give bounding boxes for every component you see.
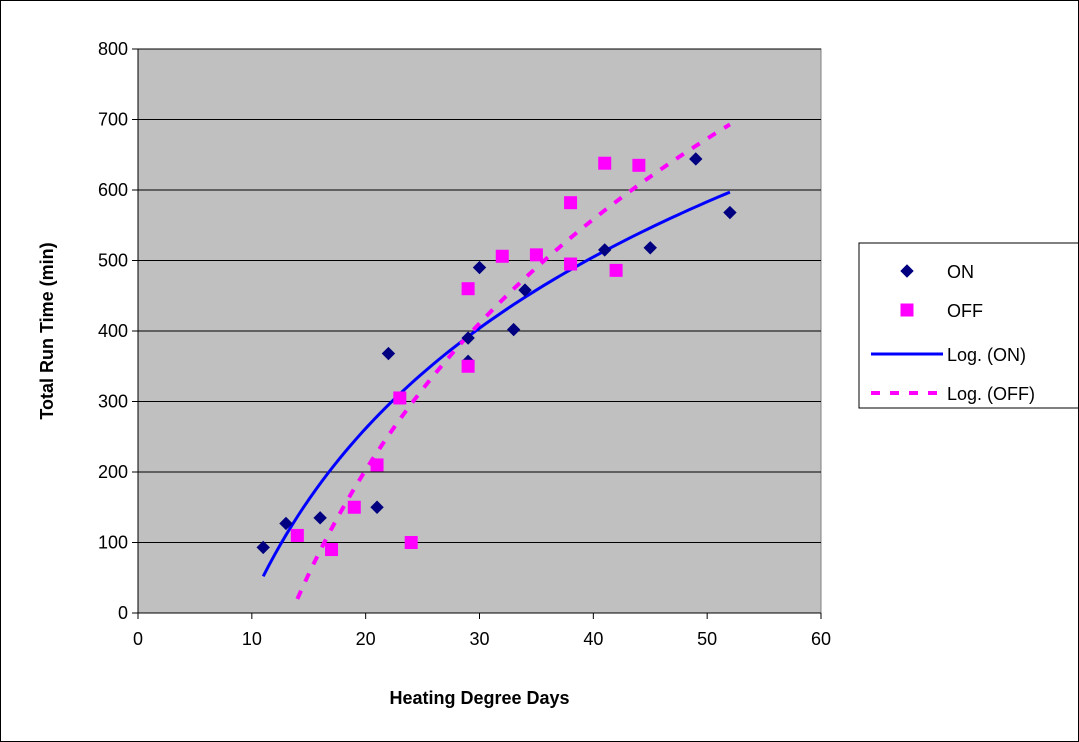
x-tick-label: 60 — [811, 629, 831, 649]
legend-swatch-off — [900, 303, 914, 317]
y-tick-label: 0 — [118, 603, 128, 623]
marker-off — [564, 257, 578, 271]
marker-off — [404, 536, 418, 549]
marker-on — [256, 540, 270, 555]
y-tick-label: 100 — [98, 533, 128, 553]
marker-off — [370, 458, 384, 472]
trendline-log-on — [261, 190, 731, 578]
marker-off — [609, 263, 623, 277]
y-tick-label: 800 — [98, 39, 128, 59]
x-tick-label: 0 — [133, 629, 143, 649]
x-tick-label: 20 — [356, 629, 376, 649]
y-tick-label: 500 — [98, 251, 128, 271]
marker-off — [347, 500, 361, 514]
legend-label: Log. (OFF) — [947, 384, 1035, 404]
legend-label: OFF — [947, 301, 983, 321]
x-tick-label: 40 — [583, 629, 603, 649]
x-tick-label: 10 — [242, 629, 262, 649]
marker-off — [529, 248, 543, 262]
marker-off — [290, 528, 304, 542]
legend-label: Log. (ON) — [947, 345, 1026, 365]
marker-off — [564, 196, 578, 210]
x-tick-labels: 0 10 20 30 40 50 60 — [133, 629, 831, 649]
y-tick-label: 300 — [98, 392, 128, 412]
y-tick-label: 200 — [98, 462, 128, 482]
marker-on — [506, 322, 521, 337]
data-markers — [256, 152, 737, 557]
gridlines — [138, 48, 821, 543]
marker-off — [495, 249, 509, 263]
trendlines — [261, 122, 731, 600]
marker-on — [381, 346, 396, 361]
legend: ON OFF Log. (ON) Log. (OFF) — [858, 242, 1078, 409]
x-axis-title: Heating Degree Days — [389, 688, 569, 708]
marker-on — [689, 152, 703, 166]
marker-off — [632, 158, 646, 172]
marker-off — [598, 156, 612, 170]
marker-on — [518, 283, 532, 297]
marker-on — [461, 331, 475, 345]
legend-swatch-on — [900, 264, 914, 278]
axes — [132, 48, 822, 619]
legend-box — [858, 242, 1078, 409]
x-tick-label: 30 — [469, 629, 489, 649]
y-tick-label: 600 — [98, 180, 128, 200]
marker-on — [313, 511, 327, 525]
y-tick-labels: 0 100 200 300 400 500 600 700 800 — [98, 39, 128, 623]
marker-on — [643, 241, 657, 255]
y-tick-label: 400 — [98, 321, 128, 341]
marker-on — [370, 500, 384, 514]
marker-on — [472, 260, 487, 275]
y-axis-title: Total Run Time (min) — [37, 242, 57, 419]
trendline-log-off — [295, 122, 731, 600]
x-tick-label: 50 — [697, 629, 717, 649]
marker-on — [598, 243, 612, 257]
marker-off — [461, 359, 475, 373]
marker-off — [325, 543, 339, 557]
marker-off — [393, 391, 407, 405]
marker-on — [279, 516, 293, 531]
marker-off — [461, 282, 475, 296]
legend-label: ON — [947, 262, 974, 282]
y-tick-label: 700 — [98, 110, 128, 130]
marker-on — [723, 205, 737, 220]
